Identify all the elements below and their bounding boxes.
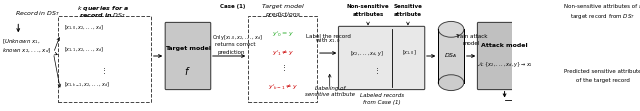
- Text: model: model: [463, 41, 479, 46]
- Text: target record from $DS_T$: target record from $DS_T$: [570, 12, 636, 21]
- Text: $[x_{1,k-1}, x_2,...,x_d]$: $[x_{1,k-1}, x_2,...,x_d]$: [64, 80, 110, 89]
- Text: $y'_1 \neq y$: $y'_1 \neq y$: [271, 48, 294, 58]
- Text: attribute: attribute: [394, 12, 422, 17]
- Text: Predicted sensitive attribute: Predicted sensitive attribute: [564, 69, 640, 74]
- Text: Labeling of: Labeling of: [314, 86, 345, 91]
- FancyBboxPatch shape: [477, 22, 532, 90]
- Bar: [58, 16, 151, 102]
- Text: $\mathcal{A}$: $\{x_2,...,x_d,y\} \to x_1$: $\mathcal{A}$: $\{x_2,...,x_d,y\} \to x_…: [477, 60, 532, 69]
- Text: $\vdots$: $\vdots$: [280, 63, 285, 73]
- Text: $[x_{1,0}, x_2,...,x_d]$: $[x_{1,0}, x_2,...,x_d]$: [64, 24, 104, 32]
- Text: $[x_2,...,x_d, y]$: $[x_2,...,x_d, y]$: [349, 49, 383, 57]
- Text: from Case (1): from Case (1): [363, 100, 401, 105]
- Text: $known\ x_2,...,x_d]$: $known\ x_2,...,x_d]$: [3, 46, 52, 55]
- Text: Only$[x_{1,0}, x_2,...,x_d]$: Only$[x_{1,0}, x_2,...,x_d]$: [211, 33, 262, 42]
- Text: Target model: Target model: [164, 46, 211, 51]
- Text: Record in $DS_T$: Record in $DS_T$: [15, 10, 60, 19]
- Text: $\vdots$: $\vdots$: [100, 66, 106, 76]
- Text: Labeled records: Labeled records: [360, 93, 404, 98]
- Text: $k$ queries for a: $k$ queries for a: [77, 4, 129, 13]
- Text: attributes: attributes: [353, 12, 383, 17]
- Text: Non-sensitive attributes of a: Non-sensitive attributes of a: [564, 4, 640, 9]
- Text: prediction: prediction: [218, 50, 245, 55]
- Text: Train attack: Train attack: [455, 34, 487, 39]
- Text: $DS_A$: $DS_A$: [444, 52, 458, 60]
- Text: of the target record: of the target record: [576, 78, 630, 83]
- Text: $[Unknown\ x_1,$: $[Unknown\ x_1,$: [3, 37, 41, 46]
- Text: with $x_{1,0}$: with $x_{1,0}$: [316, 37, 340, 45]
- Bar: [438, 29, 464, 83]
- Text: Label the record: Label the record: [306, 34, 351, 39]
- Text: $y'_0 = y$: $y'_0 = y$: [271, 29, 294, 39]
- Text: $f$: $f$: [184, 65, 191, 77]
- Text: Sensitive: Sensitive: [394, 4, 422, 9]
- Text: returns correct: returns correct: [214, 42, 255, 47]
- Ellipse shape: [438, 21, 464, 37]
- FancyBboxPatch shape: [165, 22, 211, 90]
- Bar: [248, 16, 317, 102]
- Text: predictions: predictions: [265, 12, 300, 17]
- Text: $[x_{1,1}, x_2,...,x_d]$: $[x_{1,1}, x_2,...,x_d]$: [64, 46, 104, 54]
- Bar: [536, 4, 640, 49]
- Text: Non-sensitive: Non-sensitive: [347, 4, 389, 9]
- Text: Target model: Target model: [262, 4, 303, 9]
- Bar: [536, 68, 640, 107]
- Text: $[x_{1,0}]$: $[x_{1,0}]$: [401, 49, 416, 57]
- Ellipse shape: [438, 75, 464, 91]
- Text: $y'_{k-1} \neq y$: $y'_{k-1} \neq y$: [268, 82, 298, 92]
- Text: Attack model: Attack model: [481, 43, 528, 48]
- FancyBboxPatch shape: [339, 26, 425, 90]
- Text: $\vdots$: $\vdots$: [373, 66, 379, 76]
- Text: record in $DS_T$: record in $DS_T$: [79, 12, 127, 20]
- Text: sensitive attribute: sensitive attribute: [305, 92, 355, 97]
- Text: Case (1): Case (1): [220, 4, 245, 9]
